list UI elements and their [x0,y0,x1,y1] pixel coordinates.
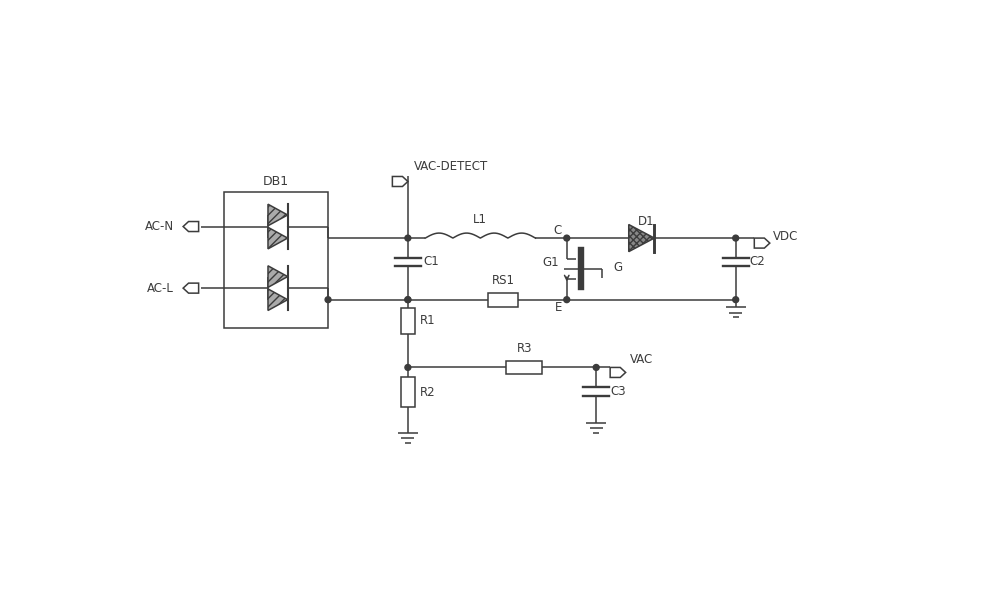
Text: C2: C2 [750,255,765,269]
Circle shape [593,365,599,370]
Text: R1: R1 [420,315,436,327]
Text: R3: R3 [516,342,532,355]
Text: C1: C1 [423,255,439,269]
Circle shape [325,297,331,303]
Circle shape [405,297,411,303]
Text: R2: R2 [420,386,436,399]
Text: VAC: VAC [630,353,654,366]
Circle shape [405,235,411,241]
Circle shape [405,365,411,370]
Text: L1: L1 [473,213,487,226]
Bar [506,361,542,374]
Text: E: E [555,301,562,314]
Text: C3: C3 [610,385,626,398]
Text: AC-L: AC-L [147,282,174,295]
Polygon shape [268,204,288,226]
Polygon shape [268,266,288,288]
Circle shape [733,235,739,241]
Circle shape [564,297,570,303]
Bar [401,308,415,334]
Bar [224,192,328,328]
Text: G1: G1 [542,256,559,269]
Bar [401,377,415,407]
Text: DB1: DB1 [263,175,289,188]
Polygon shape [268,227,288,249]
Bar [488,293,518,307]
Circle shape [564,235,570,241]
Text: AC-N: AC-N [145,220,174,233]
Text: VDC: VDC [773,230,798,243]
Text: G: G [613,261,622,274]
Polygon shape [629,224,654,252]
Polygon shape [268,289,288,310]
Circle shape [733,297,739,303]
Circle shape [405,297,411,303]
Text: VAC-DETECT: VAC-DETECT [414,160,488,173]
Text: C: C [554,224,562,237]
Text: D1: D1 [637,215,654,228]
Text: RS1: RS1 [492,274,515,288]
